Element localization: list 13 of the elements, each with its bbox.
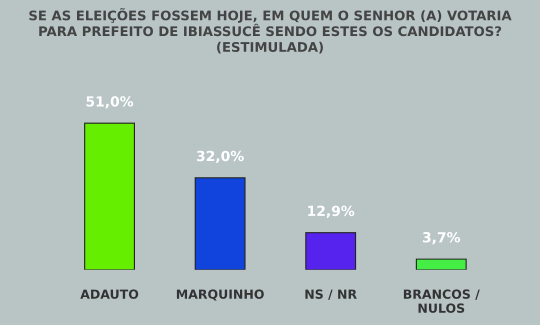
data-label: 3,7% xyxy=(422,232,460,244)
data-label: 32,0% xyxy=(196,150,244,164)
bar xyxy=(194,177,246,270)
x-tick-label: BRANCOS / NULOS xyxy=(404,289,480,313)
bar xyxy=(84,122,135,270)
bar xyxy=(416,258,467,270)
data-label: 12,9% xyxy=(308,206,354,218)
x-tick-label: NS / NR xyxy=(305,289,357,300)
data-label: 51,0% xyxy=(86,96,134,108)
chart-title: SE AS ELEIÇÕES FOSSEM HOJE, EM QUEM O SENHOR (A) VOTARIA PARA PREFEITO DE IBIASSUCÊ SENDO ESTES OS CANDIDATOS? (ESTIMULADA) xyxy=(29,8,512,54)
bar xyxy=(305,232,356,270)
x-tick-label: ADAUTO xyxy=(80,289,138,299)
x-tick-label: MARQUINHO xyxy=(176,289,264,301)
